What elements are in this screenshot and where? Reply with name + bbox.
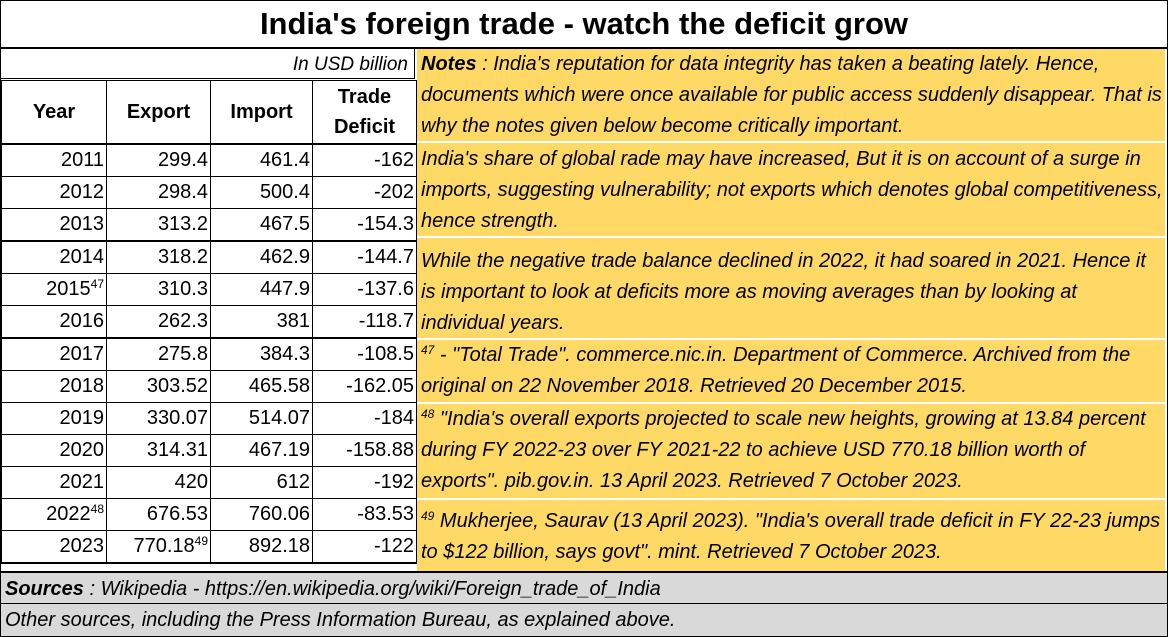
cell-export: 313.2 — [106, 207, 211, 242]
table-row: 201547 310.3 447.9 -137.6 — [1, 272, 417, 306]
sources-label: Sources — [5, 578, 84, 600]
cell-trade-deficit: -83.53 — [312, 497, 417, 531]
table-row: 2017 275.8 384.3 -108.5 — [1, 337, 417, 371]
sources-line: Sources : Wikipedia - https://en.wikiped… — [1, 571, 1167, 603]
cell-trade-deficit: -192 — [312, 465, 417, 499]
notes-intro: Notes : India's reputation for data inte… — [417, 49, 1165, 143]
cell-trade-deficit: -184 — [312, 401, 417, 435]
note-ref-49: 49 Mukherjee, Saurav (13 April 2023). "I… — [421, 509, 1161, 563]
cell-year: 2018 — [1, 369, 107, 403]
cell-import: 447.9 — [210, 272, 313, 306]
cell-import: 467.19 — [210, 433, 313, 467]
page-title: India's foreign trade - watch the defici… — [1, 1, 1167, 49]
cell-import: 384.3 — [210, 337, 313, 371]
cell-import: 892.18 — [210, 529, 313, 564]
cell-export: 676.53 — [106, 497, 211, 531]
cell-export: 420 — [106, 465, 211, 499]
cell-trade-deficit: -154.3 — [312, 207, 417, 242]
cell-year: 201547 — [1, 272, 107, 306]
cell-import: 465.58 — [210, 369, 313, 403]
cell-trade-deficit: -158.88 — [312, 433, 417, 467]
cell-trade-deficit: -202 — [312, 175, 417, 209]
table-row: 2021 420 612 -192 — [1, 465, 417, 499]
cell-year: 2016 — [1, 304, 107, 339]
notes-label: Notes — [421, 53, 477, 75]
cell-import: 760.06 — [210, 497, 313, 531]
cell-year: 2013 — [1, 207, 107, 242]
cell-export: 303.52 — [106, 369, 211, 403]
trade-table: Year Export Import Trade Deficit 2011 299.… — [1, 80, 417, 564]
cell-import: 612 — [210, 465, 313, 499]
cell-export: 318.2 — [106, 240, 211, 274]
unit-label: In USD billion — [1, 49, 415, 79]
note-ref-48: 48 "India's overall exports projected to… — [417, 404, 1165, 500]
header-export: Export — [106, 80, 211, 145]
table-row: 2020 314.31 467.19 -158.88 — [1, 433, 417, 467]
table-row: 2012 298.4 500.4 -202 — [1, 175, 417, 209]
note-ref-47: 47 - "Total Trade". commerce.nic.in. Dep… — [417, 340, 1165, 404]
cell-import: 461.4 — [210, 143, 313, 177]
cell-trade-deficit: -137.6 — [312, 272, 417, 306]
notes-share: India's share of global rade may have in… — [417, 143, 1165, 238]
table-row: 2019 330.07 514.07 -184 — [1, 401, 417, 435]
cell-year: 2019 — [1, 401, 107, 435]
table-row: 2011 299.4 461.4 -162 — [1, 143, 417, 177]
cell-import: 467.5 — [210, 207, 313, 242]
cell-export: 314.31 — [106, 433, 211, 467]
cell-export: 770.1849 — [106, 529, 211, 564]
cell-year: 202248 — [1, 497, 107, 531]
table-row: 2014 318.2 462.9 -144.7 — [1, 240, 417, 274]
cell-year: 2023 — [1, 529, 107, 564]
table-row: 2013 313.2 467.5 -154.3 — [1, 207, 417, 242]
cell-import: 500.4 — [210, 175, 313, 209]
cell-trade-deficit: -118.7 — [312, 304, 417, 339]
cell-import: 462.9 — [210, 240, 313, 274]
table-row: 2018 303.52 465.58 -162.05 — [1, 369, 417, 403]
cell-import: 381 — [210, 304, 313, 339]
notes-panel: Notes : India's reputation for data inte… — [417, 49, 1165, 572]
cell-year: 2020 — [1, 433, 107, 467]
cell-export: 298.4 — [106, 175, 211, 209]
cell-export: 262.3 — [106, 304, 211, 339]
table-row: 202248 676.53 760.06 -83.53 — [1, 497, 417, 531]
header-import: Import — [210, 80, 313, 145]
cell-export: 299.4 — [106, 143, 211, 177]
cell-export: 310.3 — [106, 272, 211, 306]
table-row: 2016 262.3 381 -118.7 — [1, 304, 417, 339]
cell-year: 2011 — [1, 143, 107, 177]
cell-year: 2014 — [1, 240, 107, 274]
other-sources-line: Other sources, including the Press Infor… — [1, 603, 1167, 636]
cell-trade-deficit: -144.7 — [312, 240, 417, 274]
header-year: Year — [1, 80, 107, 145]
table-header-row: Year Export Import Trade Deficit — [1, 80, 417, 145]
header-trade-deficit: Trade Deficit — [312, 80, 417, 145]
cell-trade-deficit: -162 — [312, 143, 417, 177]
cell-trade-deficit: -108.5 — [312, 337, 417, 371]
notes-balance: While the negative trade balance decline… — [417, 238, 1165, 340]
cell-export: 275.8 — [106, 337, 211, 371]
cell-year: 2012 — [1, 175, 107, 209]
cell-trade-deficit: -122 — [312, 529, 417, 564]
cell-export: 330.07 — [106, 401, 211, 435]
cell-trade-deficit: -162.05 — [312, 369, 417, 403]
table-row: 2023 770.1849 892.18 -122 — [1, 529, 417, 564]
cell-year: 2017 — [1, 337, 107, 371]
cell-import: 514.07 — [210, 401, 313, 435]
cell-year: 2021 — [1, 465, 107, 499]
